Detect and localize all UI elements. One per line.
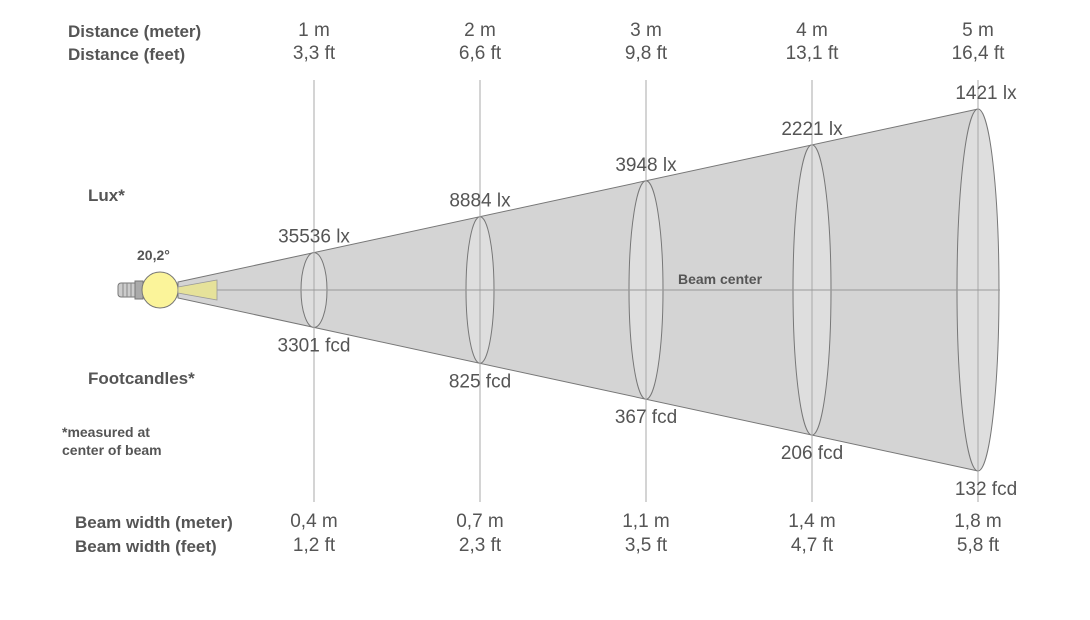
beam-width-meter-label: Beam width (meter) — [75, 513, 233, 532]
distance-meter-value: 3 m — [630, 20, 662, 41]
beam-width-feet-label: Beam width (feet) — [75, 537, 217, 556]
distance-feet-value: 16,4 ft — [952, 43, 1006, 64]
distance-feet-value: 9,8 ft — [625, 43, 668, 64]
footcandles-label: Footcandles* — [88, 369, 195, 388]
note-line-2: center of beam — [62, 442, 162, 458]
fcd-value: 3301 fcd — [278, 335, 351, 356]
beam-width-feet-value: 3,5 ft — [625, 535, 668, 556]
distance-meter-value: 1 m — [298, 20, 330, 41]
beam-width-meter-value: 0,4 m — [290, 511, 338, 532]
distance-meter-value: 5 m — [962, 20, 994, 41]
beam-width-feet-value: 5,8 ft — [957, 535, 1000, 556]
distance-feet-value: 6,6 ft — [459, 43, 502, 64]
fcd-value: 825 fcd — [449, 371, 511, 392]
distance-feet-value: 13,1 ft — [786, 43, 840, 64]
distance-feet-label: Distance (feet) — [68, 45, 185, 64]
beam-center-label: Beam center — [678, 271, 763, 287]
distance-feet-value: 3,3 ft — [293, 43, 336, 64]
lux-value: 2221 lx — [781, 119, 843, 140]
fcd-value: 206 fcd — [781, 443, 843, 464]
distance-meter-label: Distance (meter) — [68, 22, 201, 41]
lux-value: 3948 lx — [615, 155, 677, 176]
lux-value: 1421 lx — [955, 83, 1017, 104]
lux-value: 8884 lx — [449, 191, 511, 212]
lux-value: 35536 lx — [278, 227, 350, 248]
beam-width-feet-value: 4,7 ft — [791, 535, 834, 556]
distance-meter-value: 4 m — [796, 20, 828, 41]
beam-width-meter-value: 0,7 m — [456, 511, 504, 532]
beam-width-meter-value: 1,4 m — [788, 511, 836, 532]
beam-angle-label: 20,2° — [137, 247, 170, 263]
fcd-value: 367 fcd — [615, 407, 677, 428]
beam-width-meter-value: 1,8 m — [954, 511, 1002, 532]
fcd-value: 132 fcd — [955, 479, 1017, 500]
bulb-icon — [117, 271, 218, 309]
lux-label: Lux* — [88, 186, 125, 205]
note-line-1: *measured at — [62, 424, 150, 440]
beam-width-feet-value: 1,2 ft — [293, 535, 336, 556]
distance-meter-value: 2 m — [464, 20, 496, 41]
beam-width-feet-value: 2,3 ft — [459, 535, 502, 556]
beam-width-meter-value: 1,1 m — [622, 511, 670, 532]
